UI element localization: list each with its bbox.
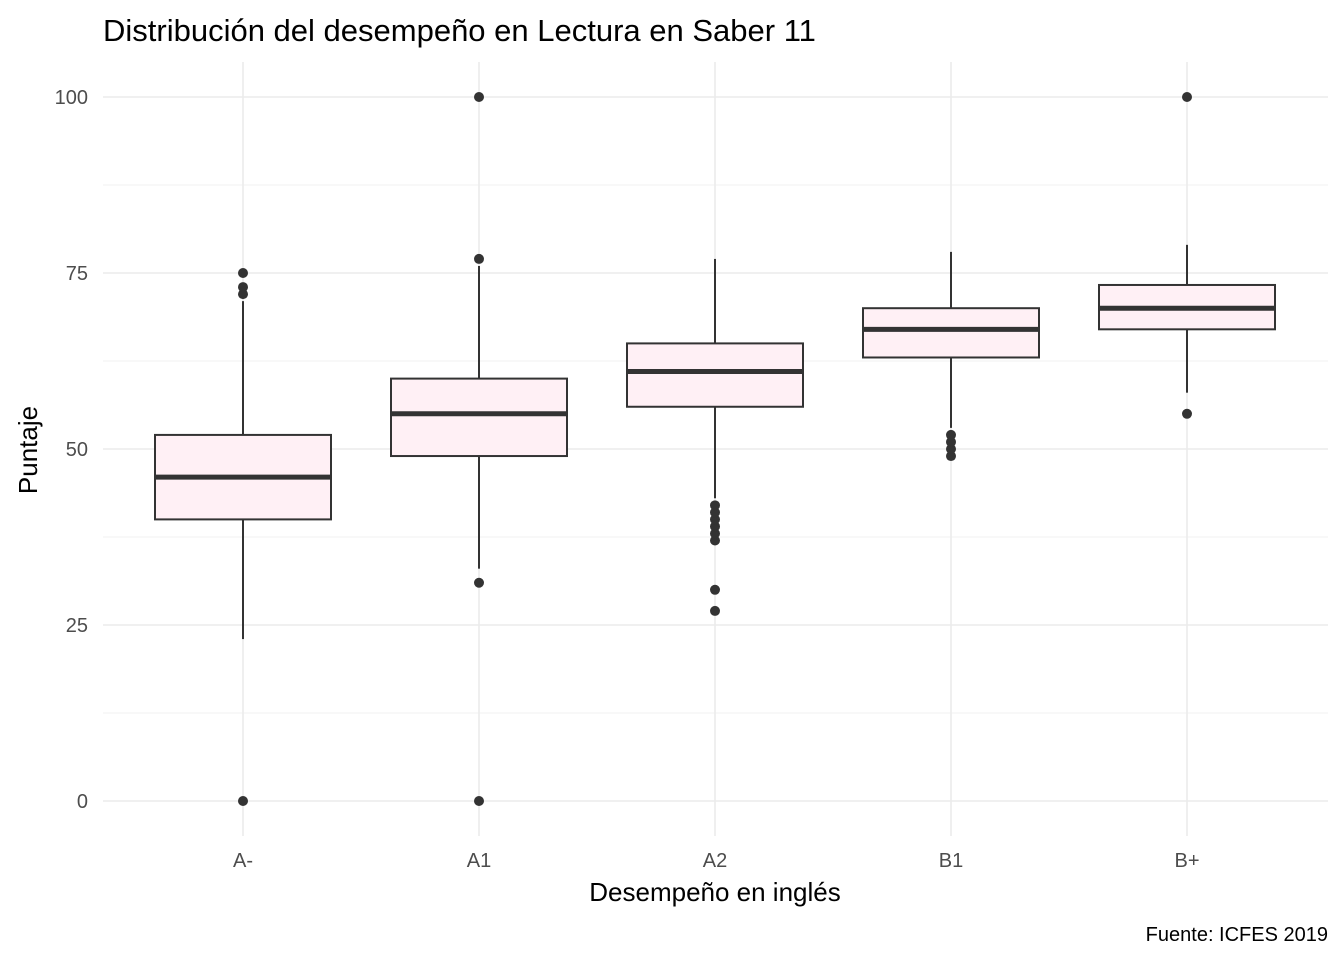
y-tick-label: 50 [66, 439, 88, 461]
outlier-point [1182, 92, 1192, 102]
x-axis-title: Desempeño en inglés [589, 877, 841, 907]
x-tick-label: A- [233, 850, 253, 872]
boxes-layer [154, 92, 1276, 806]
x-tick-label: A1 [467, 850, 491, 872]
outlier-point [238, 289, 248, 300]
x-tick-label: A2 [703, 850, 727, 872]
y-tick-label: 100 [55, 87, 88, 109]
iqr-box [390, 377, 568, 458]
outlier-point [946, 444, 956, 454]
box-B+ [1098, 92, 1276, 419]
box-A1 [390, 92, 568, 806]
outlier-point [710, 528, 720, 539]
y-tick-label: 0 [77, 791, 88, 813]
outlier-point [946, 451, 956, 462]
box-A- [154, 268, 332, 806]
outlier-point [946, 429, 956, 440]
outlier-point [238, 796, 248, 806]
iqr-box [626, 342, 804, 408]
box-A2 [626, 258, 804, 616]
outlier-point [710, 605, 720, 616]
y-tick-label: 75 [66, 263, 88, 285]
outlier-point [710, 500, 720, 511]
y-tick-label: 25 [66, 615, 88, 637]
outlier-point [710, 584, 720, 595]
outlier-point [474, 92, 484, 102]
x-axis-ticks: A- A1 A2 B1 B+ [233, 850, 1200, 872]
outlier-point [474, 577, 484, 588]
box-B1 [862, 251, 1040, 462]
outlier-point [710, 514, 720, 525]
y-axis-title: Puntaje [13, 406, 43, 494]
chart-caption: Fuente: ICFES 2019 [1146, 924, 1328, 946]
outlier-point [946, 436, 956, 447]
outlier-point [710, 535, 720, 546]
chart-title: Distribución del desempeño en Lectura en… [103, 13, 816, 48]
outlier-point [474, 253, 484, 264]
iqr-box [862, 307, 1040, 359]
outlier-point [238, 268, 248, 278]
outlier-point [474, 796, 484, 806]
outlier-point [710, 521, 720, 532]
x-tick-label: B1 [939, 850, 963, 872]
x-tick-label: B+ [1174, 850, 1199, 872]
outlier-point [238, 282, 248, 293]
outlier-point [710, 507, 720, 518]
y-axis-ticks: 0 25 50 75 100 [55, 87, 88, 813]
outlier-point [1182, 408, 1192, 419]
